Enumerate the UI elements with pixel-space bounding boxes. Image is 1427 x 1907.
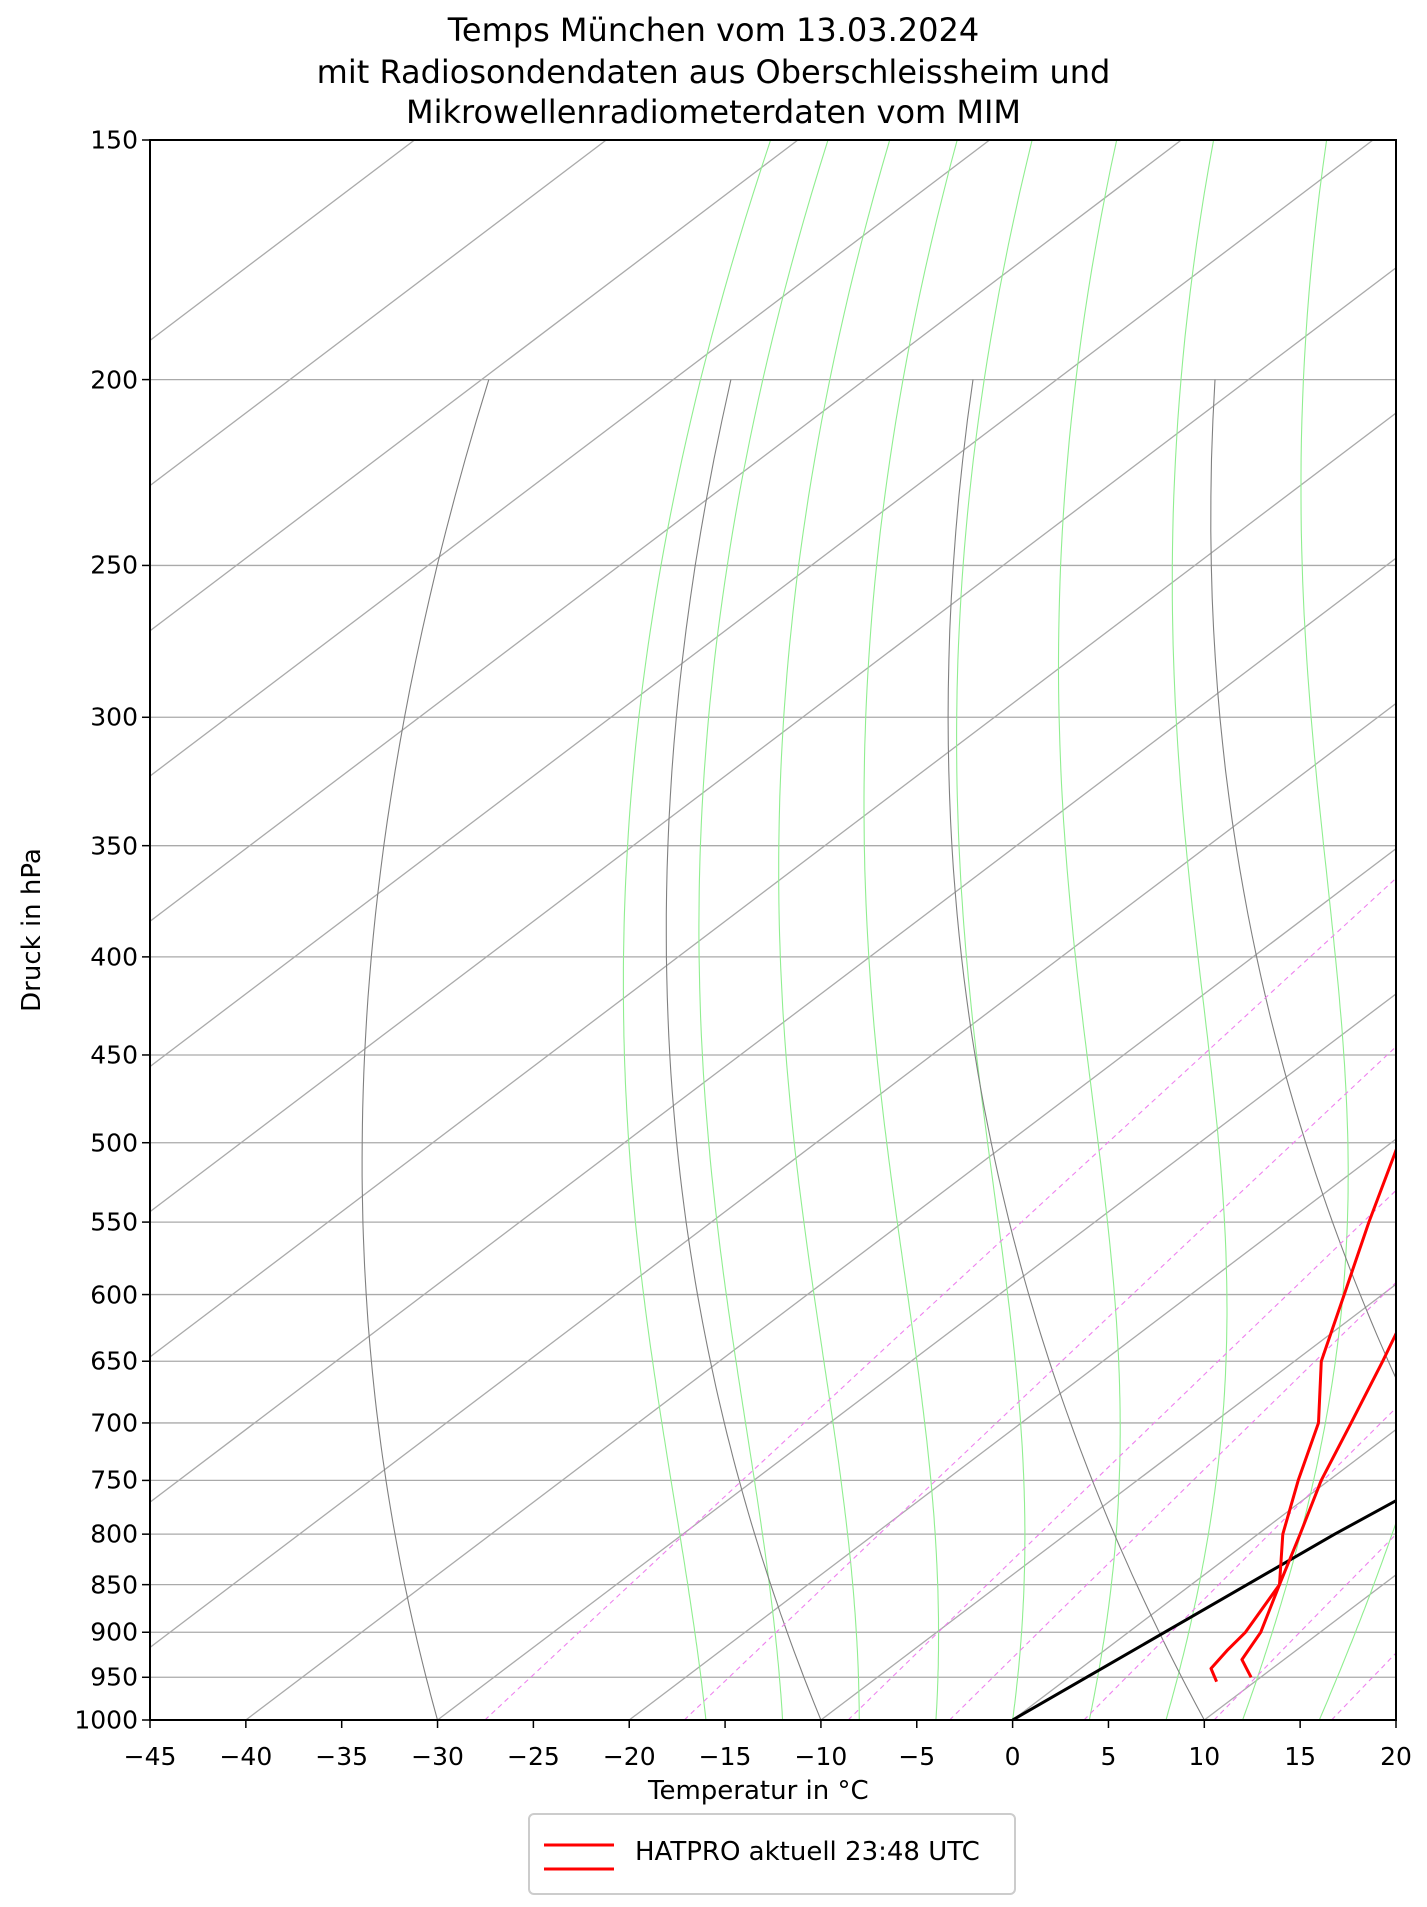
lifted-parcel-line	[1011, 1498, 1396, 1720]
x-tick-label: −15	[698, 1742, 752, 1771]
isotherm-line	[150, 702, 1396, 1649]
tick-marks	[142, 139, 1397, 1728]
y-tick-label: 1000	[74, 1705, 138, 1735]
moist-adiabat-line	[1318, 1521, 1396, 1720]
moist-adiabat-line	[1165, 140, 1228, 1720]
grid-layer	[150, 140, 1427, 1720]
y-tick-label: 450	[90, 1040, 138, 1070]
isotherm-line	[628, 1138, 1396, 1720]
y-tick-label: 750	[90, 1465, 138, 1495]
isotherm-line	[150, 140, 799, 632]
x-tick-label: 0	[1004, 1742, 1021, 1771]
moist-adiabat-line	[863, 140, 958, 1720]
moist-adiabat-line	[956, 140, 1033, 1720]
x-tick-label: −20	[602, 1742, 656, 1771]
y-tick-label: 250	[90, 550, 138, 580]
chart-title-line-2: mit Radiosondendaten aus Oberschleisshei…	[316, 53, 1111, 91]
moist-adiabat-line	[698, 140, 829, 1720]
x-tick-label: 5	[1100, 1742, 1117, 1771]
isotherm-line	[150, 140, 607, 487]
legend-label: HATPRO aktuell 23:48 UTC	[635, 1837, 980, 1867]
isotherm-line	[1395, 1719, 1396, 1720]
y-tick-label: 600	[90, 1280, 138, 1310]
plot-frame	[149, 139, 1397, 1721]
isotherm-line	[245, 847, 1396, 1720]
chart-title-line-3: Mikrowellenradiometerdaten vom MIM	[405, 93, 1022, 131]
y-tick-label: 200	[90, 365, 138, 395]
y-tick-label: 300	[90, 702, 138, 732]
mixing-ratio-line	[484, 877, 1396, 1720]
dry-adiabat-line	[361, 379, 490, 1720]
x-tick-label: −10	[794, 1742, 848, 1771]
y-tick-label: 900	[90, 1617, 138, 1647]
moist-adiabat-line	[1242, 140, 1349, 1720]
y-tick-label: 850	[90, 1570, 138, 1600]
y-tick-label: 400	[90, 942, 138, 972]
dry-adiabat-line	[947, 379, 1205, 1720]
isotherm-line	[150, 557, 1396, 1503]
moist-adiabat-line	[1395, 1718, 1396, 1720]
moist-adiabat-line	[778, 140, 891, 1720]
isotherm-line	[150, 266, 1396, 1213]
legend: HATPRO aktuell 23:48 UTC	[528, 1813, 1016, 1895]
y-tick-label: 150	[90, 125, 138, 155]
y-tick-label: 550	[90, 1207, 138, 1237]
mixing-ratio-line	[1418, 420, 1427, 1720]
mixing-ratio-line	[1331, 1652, 1396, 1720]
isotherm-line	[1203, 1573, 1396, 1720]
moist-adiabat-line	[622, 140, 772, 1720]
isotherm-line	[150, 140, 1182, 923]
isotherm-line	[150, 412, 1396, 1358]
y-tick-label: 650	[90, 1346, 138, 1376]
mixing-ratio-line	[683, 1045, 1396, 1720]
isotherm-line	[1012, 1428, 1396, 1720]
x-tick-label: 10	[1188, 1742, 1221, 1771]
x-axis-label: Temperatur in °C	[648, 1776, 869, 1806]
mixing-ratio-line	[949, 1281, 1396, 1720]
x-tick-label: 15	[1284, 1742, 1317, 1771]
isotherm-line	[820, 1283, 1396, 1720]
y-tick-label: 350	[90, 831, 138, 861]
mixing-ratio-line	[1083, 1407, 1396, 1720]
x-tick-label: 20	[1380, 1742, 1412, 1771]
x-tick-label: −45	[123, 1742, 177, 1771]
y-tick-label: 700	[90, 1408, 138, 1438]
y-tick-label: 800	[90, 1519, 138, 1549]
x-tick-label: −25	[506, 1742, 560, 1771]
isotherm-line	[150, 140, 990, 777]
y-tick-label: 950	[90, 1662, 138, 1692]
legend-swatch-icon	[544, 1843, 614, 1871]
x-tick-label: −40	[219, 1742, 273, 1771]
y-axis-label: Druck in hPa	[17, 848, 47, 1012]
x-tick-label: −35	[315, 1742, 369, 1771]
chart-title-line-1: Temps München vom 13.03.2024	[447, 11, 980, 49]
x-tick-label: −30	[411, 1742, 464, 1771]
dry-adiabat-line	[1210, 379, 1396, 1380]
moist-adiabat-line	[1057, 140, 1121, 1720]
y-tick-label: 500	[90, 1128, 138, 1158]
isotherm-line	[150, 140, 1374, 1068]
isotherm-line	[437, 993, 1396, 1720]
x-tick-label: −5	[898, 1742, 936, 1771]
temperature-curve	[1240, 1330, 1396, 1678]
dry-adiabat-line	[665, 379, 822, 1720]
mixing-ratio-line	[1213, 1533, 1396, 1720]
dewpoint-curve	[1209, 1146, 1396, 1683]
series-layer	[1011, 1146, 1396, 1720]
